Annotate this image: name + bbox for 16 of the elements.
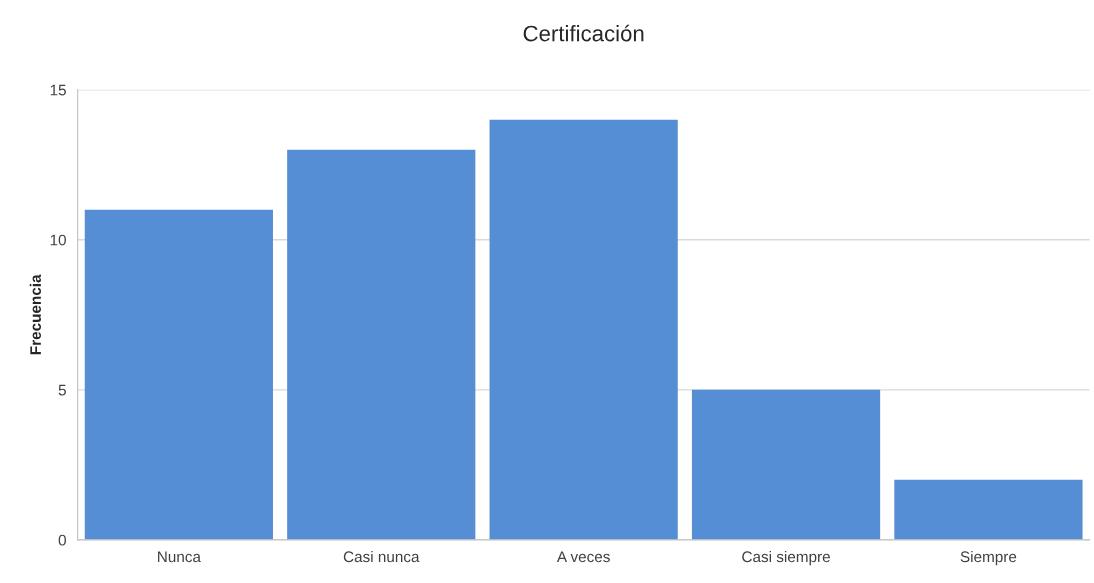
- bar: [691, 389, 881, 540]
- y-axis-title: Frecuencia: [29, 274, 41, 355]
- y-tick-label: 10: [50, 234, 66, 246]
- y-tick-label: 15: [50, 84, 66, 96]
- bar: [84, 209, 273, 540]
- bar: [287, 149, 476, 540]
- y-tick-label: 5: [58, 384, 66, 396]
- x-tick-label: Nunca: [158, 551, 201, 563]
- x-tick-label: Casi siempre: [742, 550, 830, 566]
- chart-title: Certificación: [523, 24, 644, 42]
- x-tick-label: Casi nunca: [343, 550, 420, 563]
- y-tick-label: 0: [58, 534, 66, 546]
- bar: [489, 119, 678, 540]
- x-tick-label: Siempre: [960, 550, 1017, 566]
- x-tick-label: A veces: [556, 551, 610, 563]
- bar: [894, 479, 1083, 540]
